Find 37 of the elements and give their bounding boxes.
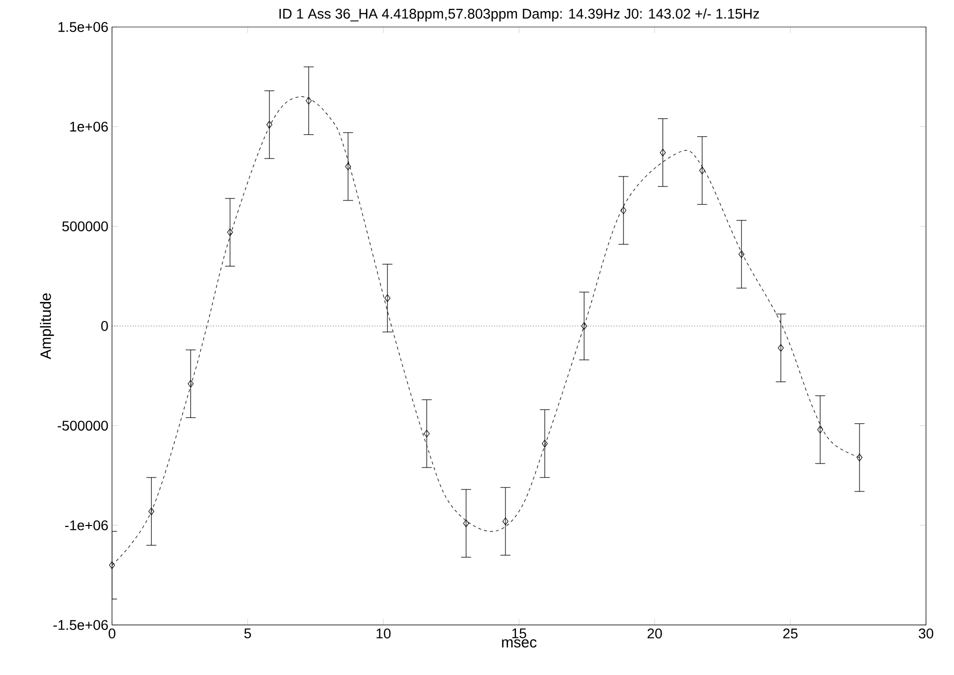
point [384, 294, 390, 302]
point [266, 120, 272, 128]
y-tick-label: -1e+06 [65, 520, 108, 530]
x-tick-label: 10 [376, 628, 391, 638]
point [817, 426, 824, 434]
x-tick-label: 25 [783, 628, 798, 638]
point [778, 344, 784, 352]
y-tick-label: -500000 [58, 420, 108, 431]
point [581, 322, 588, 330]
point [660, 148, 666, 156]
y-tick-label: 1e+06 [70, 122, 108, 132]
point [188, 380, 194, 388]
point [306, 96, 312, 105]
x-tick-label: 5 [244, 628, 251, 638]
point [227, 228, 233, 236]
point [109, 561, 115, 569]
y-tick-label: 500000 [62, 221, 108, 232]
y-tick-label: -1.5e+06 [53, 620, 108, 630]
point [502, 518, 508, 526]
x-tick-label: 0 [108, 628, 116, 638]
x-tick-label: 20 [648, 628, 662, 638]
point [738, 250, 744, 258]
x-tick-label: 30 [918, 628, 934, 638]
point [148, 508, 154, 516]
point [856, 454, 862, 462]
chart-title: ID 1 Ass 36_HA 4.418ppm,57.803ppm Damp: 14.39Hz J0: 143.02 +/- 1.15Hz [279, 8, 760, 22]
point [620, 206, 626, 214]
point [699, 166, 706, 174]
point [345, 162, 351, 170]
point [424, 430, 430, 438]
point [463, 520, 470, 528]
y-tick-label: 1.5e+06 [58, 22, 108, 32]
y-axis-title: Amplitude [40, 293, 54, 360]
x-axis-title: msec [502, 639, 537, 648]
x-tick-label: 15 [512, 628, 526, 638]
y-tick-label: 0 [101, 321, 108, 331]
point [542, 440, 548, 448]
